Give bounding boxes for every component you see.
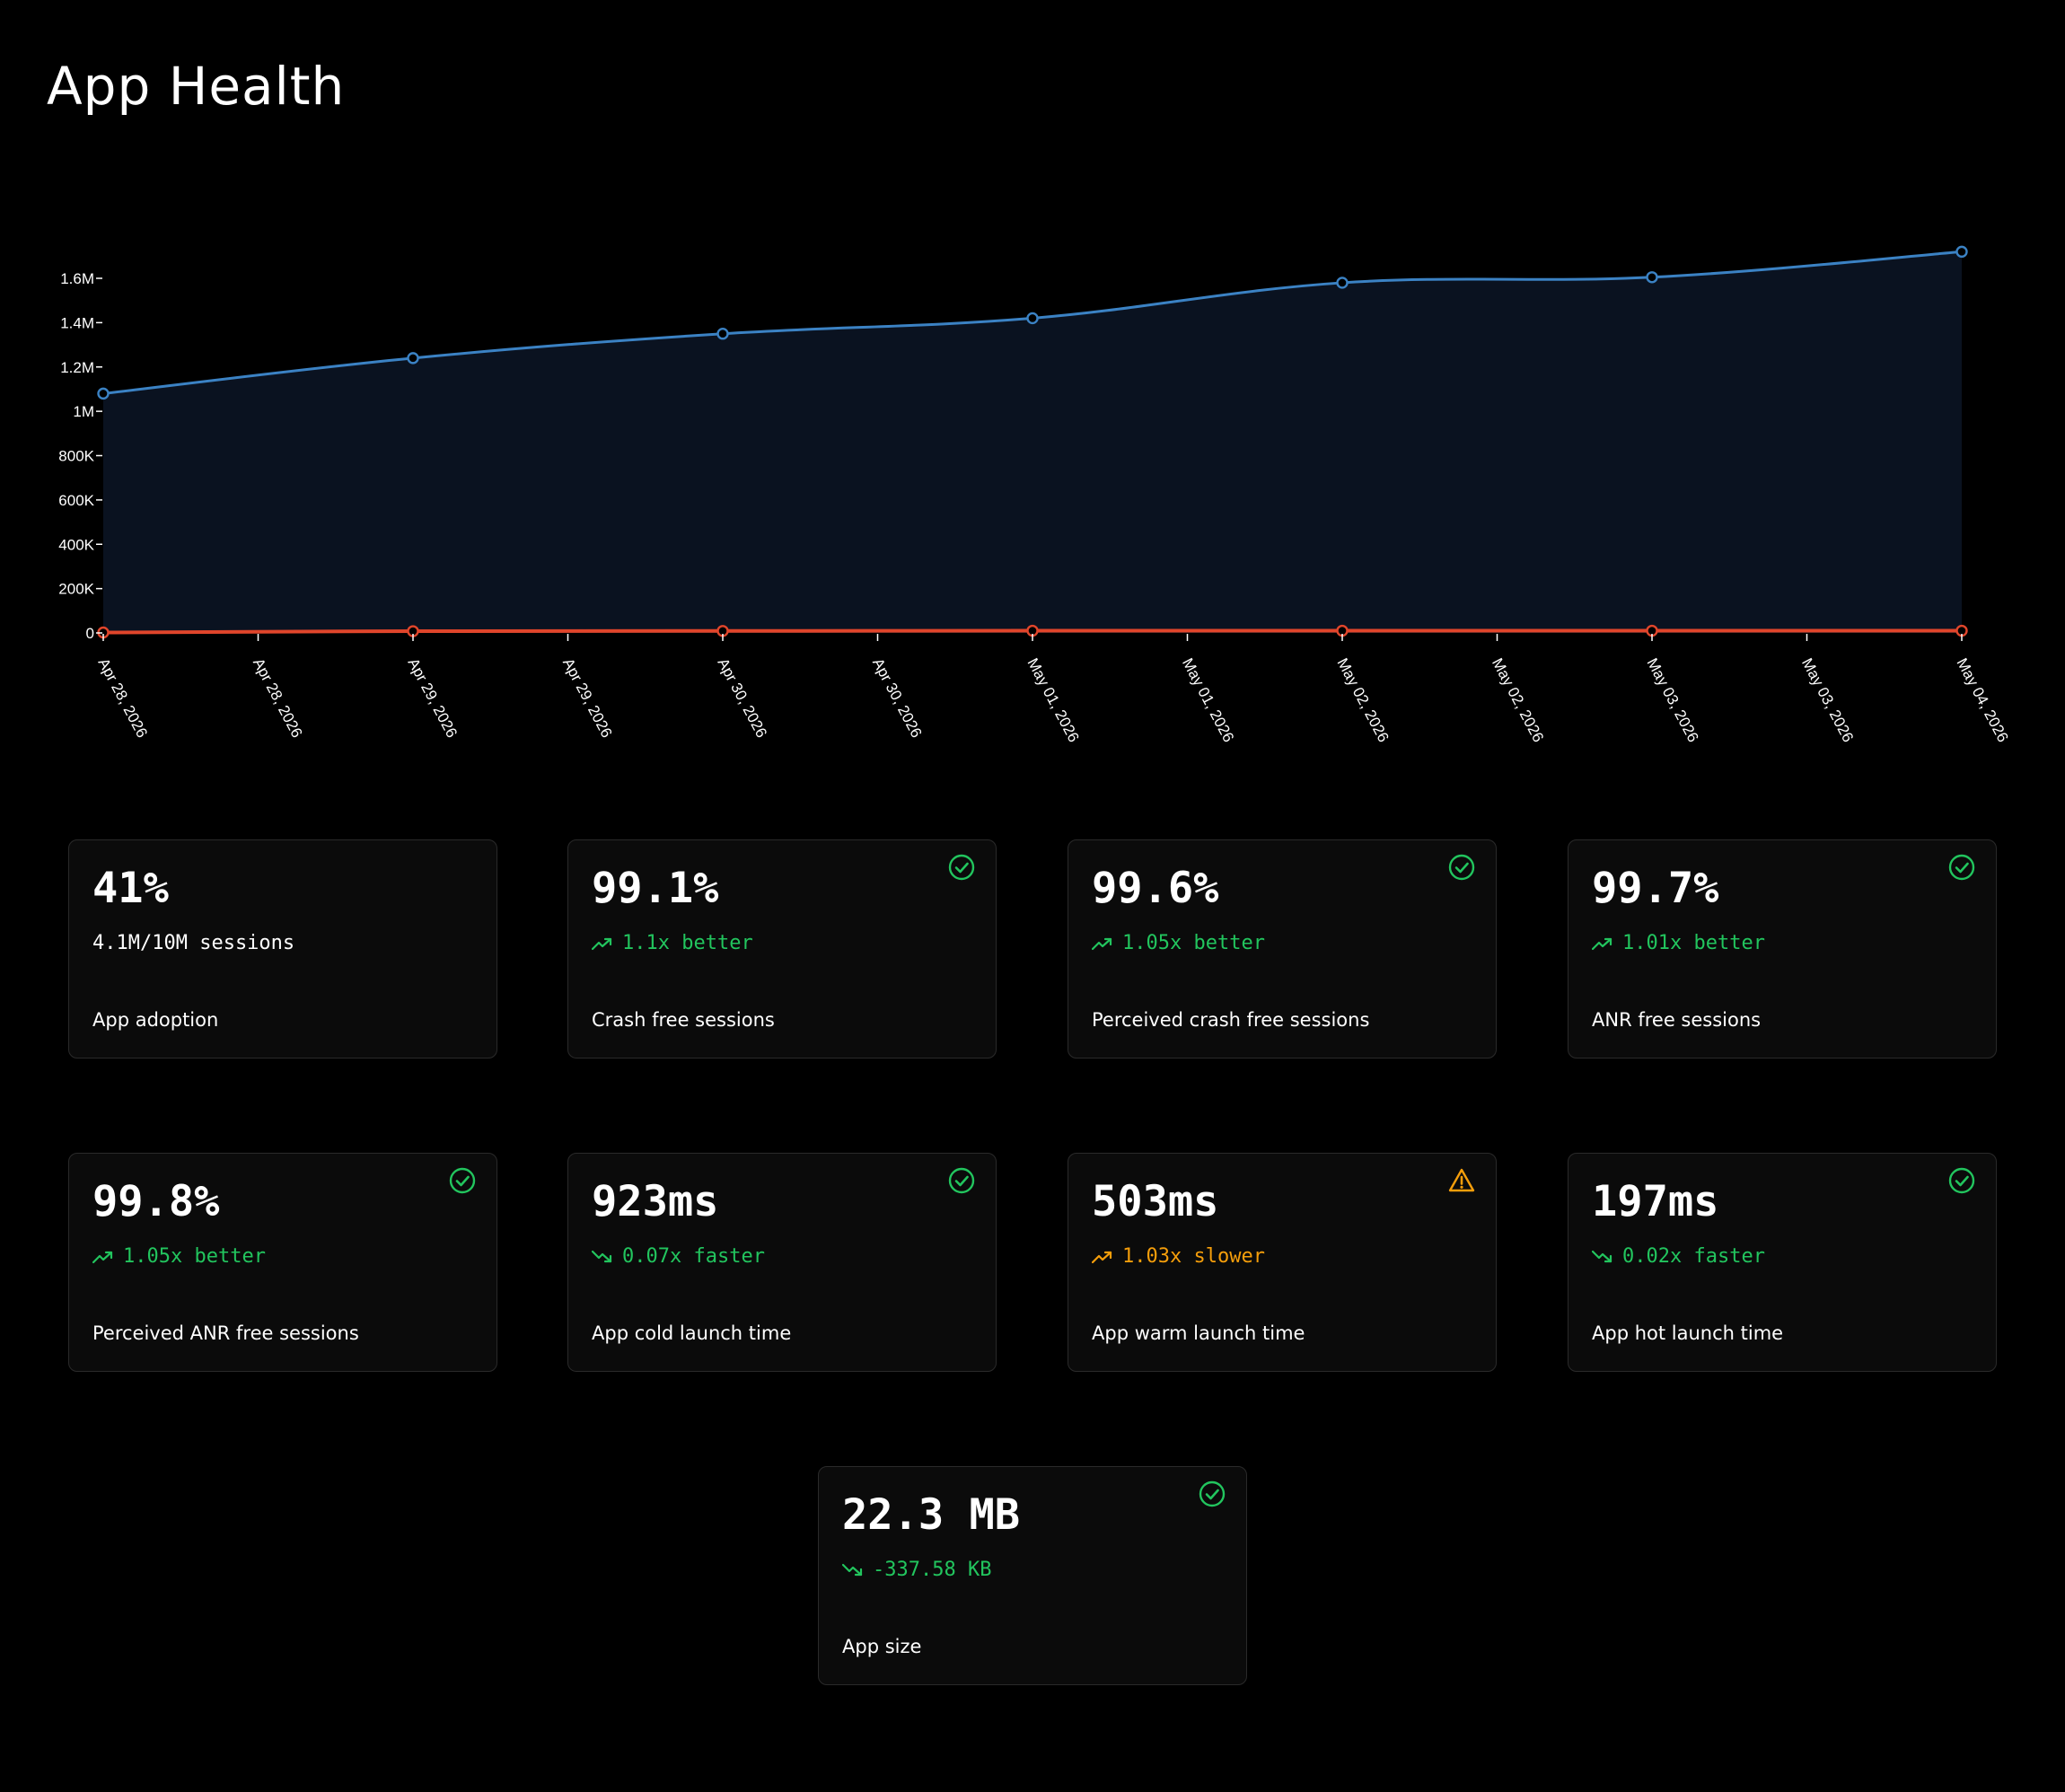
metric-label: App size	[842, 1636, 922, 1657]
metric-delta: 1.1x better	[592, 932, 753, 954]
trend-up-icon	[1092, 1250, 1113, 1264]
metric-value: 99.6%	[1092, 864, 1219, 913]
metric-delta: 1.03x slower	[1092, 1245, 1265, 1268]
metric-delta: 0.02x faster	[1592, 1245, 1765, 1268]
check-icon	[1947, 1166, 1976, 1195]
metric-label: Crash free sessions	[592, 1009, 775, 1031]
x-tick-label: May 01, 2026	[1179, 655, 1237, 745]
metric-value: 22.3 MB	[842, 1490, 1021, 1540]
x-tick-label: May 03, 2026	[1798, 655, 1857, 745]
series-1-point-5	[1336, 277, 1349, 289]
y-tick-label: 1.6M	[60, 270, 94, 287]
trend-down-icon	[842, 1563, 864, 1577]
metric-delta-text: 1.05x better	[1122, 932, 1265, 954]
metric-delta-text: 1.03x slower	[1122, 1245, 1265, 1268]
metric-value: 99.1%	[592, 864, 719, 913]
trend-down-icon	[592, 1250, 613, 1264]
y-tick-label: 400K	[58, 536, 94, 553]
metric-card-app-size[interactable]: 22.3 MB -337.58 KB App size	[818, 1466, 1247, 1685]
check-icon	[448, 1166, 477, 1195]
metric-label: Perceived ANR free sessions	[92, 1322, 359, 1344]
series-1-point-1	[97, 387, 110, 400]
check-icon	[1198, 1480, 1226, 1508]
metric-label: App cold launch time	[592, 1322, 792, 1344]
trend-up-icon	[592, 936, 613, 951]
metric-delta: 1.01x better	[1592, 932, 1765, 954]
x-tick-label: Apr 28, 2026	[94, 655, 150, 741]
metric-card-app-hot-launch-time[interactable]: 197ms 0.02x faster App hot launch time	[1568, 1153, 1997, 1372]
check-icon	[1447, 853, 1476, 882]
sessions-chart: 0 200K 400K 600K 800K 1M 1.2M 1.4M 1.6M Apr 28, 2…	[0, 180, 2065, 772]
metric-label: ANR free sessions	[1592, 1009, 1762, 1031]
metric-delta-text: 0.07x faster	[622, 1245, 765, 1268]
metric-value: 99.8%	[92, 1177, 220, 1226]
y-tick-label: 200K	[58, 581, 94, 598]
x-tick-label: May 03, 2026	[1643, 655, 1701, 745]
metric-delta: -337.58 KB	[842, 1559, 991, 1581]
x-tick-label: Apr 30, 2026	[714, 655, 769, 741]
metric-card-app-cold-launch-time[interactable]: 923ms 0.07x faster App cold launch time	[567, 1153, 997, 1372]
x-tick-label: Apr 29, 2026	[404, 655, 460, 741]
metric-delta-text: 1.05x better	[123, 1245, 266, 1268]
metric-label: App adoption	[92, 1009, 219, 1031]
metric-delta: 0.07x faster	[592, 1245, 765, 1268]
y-tick-label: 800K	[58, 448, 94, 465]
metric-label: App warm launch time	[1092, 1322, 1305, 1344]
metric-card-crash-free-sessions[interactable]: 99.1% 1.1x better Crash free sessions	[567, 839, 997, 1059]
metric-delta-text: 1.01x better	[1622, 932, 1765, 954]
metric-card-app-adoption[interactable]: 41% 4.1M/10M sessions App adoption	[68, 839, 497, 1059]
y-tick-label: 1.2M	[60, 359, 94, 376]
metric-card-app-warm-launch-time[interactable]: 503ms 1.03x slower App warm launch time	[1068, 1153, 1497, 1372]
check-icon	[947, 1166, 976, 1195]
metric-value: 99.7%	[1592, 864, 1719, 913]
x-tick-label: May 02, 2026	[1333, 655, 1392, 745]
metric-label: Perceived crash free sessions	[1092, 1009, 1370, 1031]
metric-card-perceived-crash-free-sessions[interactable]: 99.6% 1.05x better Perceived crash free se…	[1068, 839, 1497, 1059]
trend-down-icon	[1592, 1250, 1613, 1264]
metric-delta-text: -337.58 KB	[873, 1559, 992, 1581]
series-1-point-6	[1646, 271, 1658, 284]
metric-delta: 1.05x better	[1092, 932, 1265, 954]
check-icon	[947, 853, 976, 882]
metric-value: 503ms	[1092, 1177, 1219, 1226]
metric-delta-text: 4.1M/10M sessions	[92, 932, 295, 954]
metric-label: App hot launch time	[1592, 1322, 1784, 1344]
x-tick-label: Apr 29, 2026	[559, 655, 615, 741]
metric-delta: 1.05x better	[92, 1245, 266, 1268]
warning-icon	[1447, 1166, 1476, 1195]
y-tick-label: 0	[86, 625, 94, 642]
trend-up-icon	[1092, 936, 1113, 951]
metric-delta-text: 1.1x better	[622, 932, 753, 954]
metric-delta: 4.1M/10M sessions	[92, 932, 294, 954]
trend-up-icon	[1592, 936, 1613, 951]
series-1-point-2	[407, 352, 419, 365]
x-tick-label: Apr 28, 2026	[250, 655, 305, 741]
series-1-point-4	[1026, 312, 1039, 325]
page-title: App Health	[47, 56, 346, 117]
check-icon	[1947, 853, 1976, 882]
series-1-point-7	[1955, 245, 1968, 259]
trend-up-icon	[92, 1250, 114, 1264]
y-tick-label: 1M	[73, 403, 94, 420]
metric-card-perceived-anr-free-sessions[interactable]: 99.8% 1.05x better Perceived ANR free sess…	[68, 1153, 497, 1372]
metric-card-anr-free-sessions[interactable]: 99.7% 1.01x better ANR free sessions	[1568, 839, 1997, 1059]
series-1-area	[103, 251, 1962, 633]
x-tick-label: Apr 30, 2026	[869, 655, 925, 741]
sessions-chart-svg: 0 200K 400K 600K 800K 1M 1.2M 1.4M 1.6M Apr 28, 2…	[58, 245, 2012, 745]
metric-value: 41%	[92, 864, 169, 913]
x-tick-label: May 04, 2026	[1953, 655, 2011, 745]
metric-value: 197ms	[1592, 1177, 1719, 1226]
metric-value: 923ms	[592, 1177, 719, 1226]
series-1-point-3	[716, 328, 729, 340]
x-tick-label: May 01, 2026	[1024, 655, 1082, 745]
y-tick-label: 1.4M	[60, 314, 94, 331]
x-tick-label: May 02, 2026	[1489, 655, 1547, 745]
metric-delta-text: 0.02x faster	[1622, 1245, 1765, 1268]
y-tick-label: 600K	[58, 492, 94, 509]
